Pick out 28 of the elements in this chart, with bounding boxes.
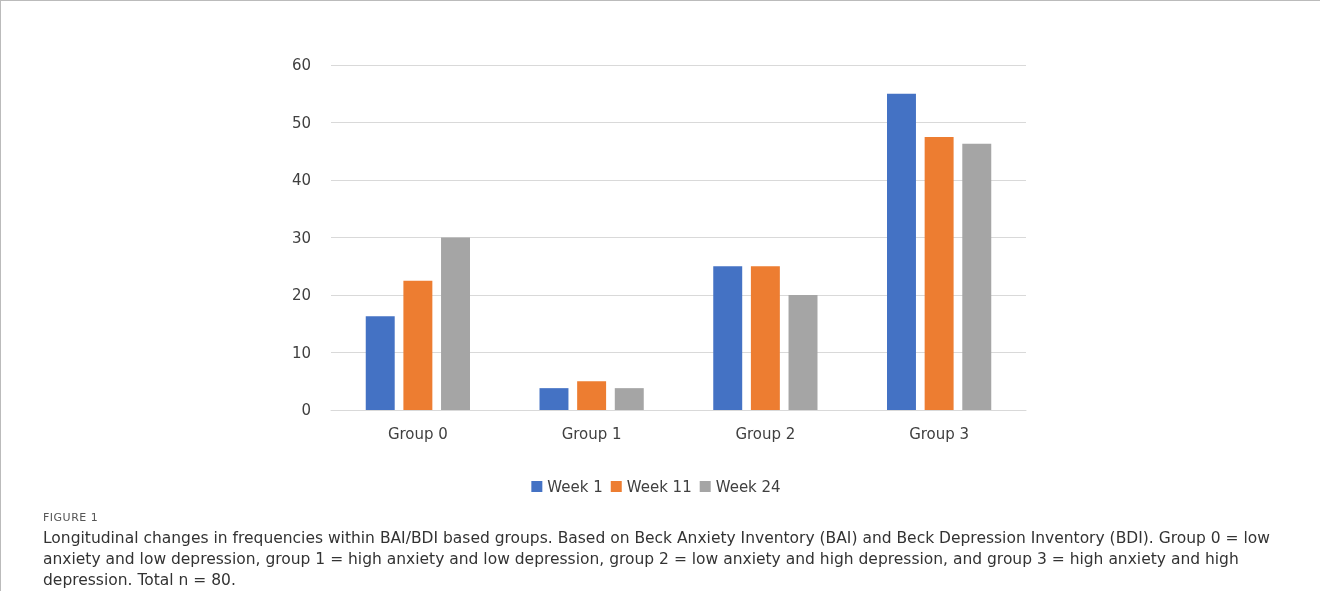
legend-label: Week 1	[547, 477, 603, 496]
y-tick-label: 20	[291, 286, 311, 304]
bar	[924, 136, 954, 410]
bar	[577, 381, 607, 410]
caption: FIGURE 1	[43, 511, 100, 524]
y-tick-label: 10	[291, 343, 311, 362]
x-tick-label: Group 1	[561, 424, 622, 443]
bar	[403, 280, 433, 410]
x-tick-label: Group 3	[909, 424, 970, 443]
y-tick-label: 50	[291, 113, 311, 132]
bar	[750, 266, 780, 410]
y-tick-label: 60	[291, 56, 311, 74]
legend-label: Week 24	[715, 477, 781, 496]
bar	[365, 316, 395, 410]
text: Longitudinal changes in frequencies within BAI/BDI based groups. Based on Beck Anxiety Inventory (BAI) and Beck Depression Inventory (BDI). Group 0 = low anxiety and low depression, group 1 = high anxiety and low depression, group 2 = low anxiety and high depression, and group 3 = high anxiety and high depression. Total n = 80.	[43, 528, 1271, 591]
x-tick-label: Group 0	[387, 424, 448, 443]
x-tick-label: Group 2	[735, 424, 796, 443]
bar	[539, 388, 569, 410]
y-tick-label: 0	[301, 401, 311, 419]
bar	[788, 295, 818, 410]
bar	[614, 388, 644, 410]
legend-label: Week 11	[626, 477, 692, 496]
bar	[441, 237, 470, 410]
bar	[713, 266, 743, 410]
y-tick-label: 30	[291, 228, 311, 247]
y-tick-label: 40	[291, 171, 311, 189]
bar	[962, 143, 992, 410]
bar	[887, 93, 916, 410]
